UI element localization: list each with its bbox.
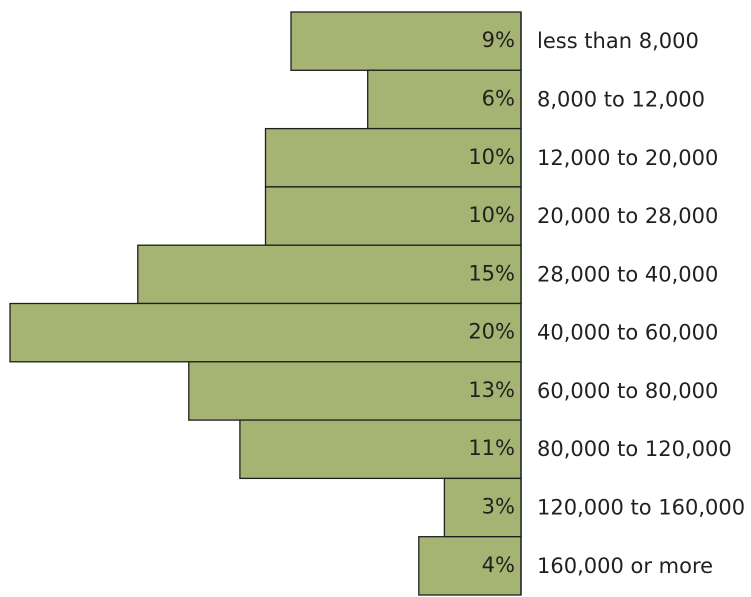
bar-value-label: 6% (482, 86, 515, 110)
bar-value-label: 20% (468, 320, 515, 344)
value-labels-group: 9% 6% 10% 10% 15% 20% 13% 11% 3% 4% (468, 28, 515, 577)
bar (264, 127, 522, 188)
bar (264, 186, 522, 246)
bars-group (9, 11, 522, 596)
bar (290, 11, 522, 71)
category-label: less than 8,000 (537, 29, 699, 53)
bar (137, 244, 522, 305)
bar (367, 69, 522, 130)
bar (188, 361, 522, 421)
category-labels-group: less than 8,000 8,000 to 12,000 12,000 to … (537, 29, 745, 578)
category-label: 60,000 to 80,000 (537, 379, 718, 403)
category-label: 12,000 to 20,000 (537, 146, 718, 170)
category-label: 20,000 to 28,000 (537, 204, 718, 228)
bar-value-label: 10% (468, 145, 515, 169)
category-label: 28,000 to 40,000 (537, 262, 718, 286)
category-label: 120,000 to 160,000 (537, 496, 745, 520)
bar (418, 536, 522, 596)
category-label: 80,000 to 120,000 (537, 437, 732, 461)
bar-value-label: 4% (482, 553, 515, 577)
category-label: 160,000 or more (537, 554, 713, 578)
bar-value-label: 11% (468, 436, 515, 460)
bar (9, 302, 522, 363)
bar (239, 419, 522, 480)
bar-value-label: 9% (482, 28, 515, 52)
category-label: 8,000 to 12,000 (537, 87, 705, 111)
bar-value-label: 13% (468, 378, 515, 402)
category-label: 40,000 to 60,000 (537, 321, 718, 345)
bar-value-label: 15% (468, 261, 515, 285)
bar-value-label: 10% (468, 203, 515, 227)
bar-value-label: 3% (482, 495, 515, 519)
